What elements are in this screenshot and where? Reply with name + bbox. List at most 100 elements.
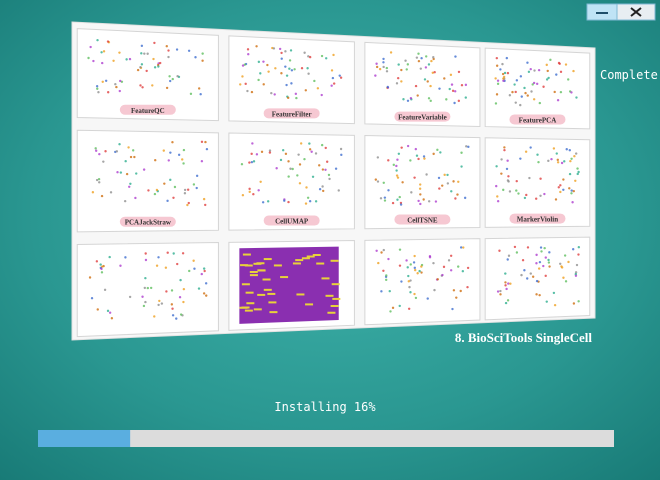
plot-dot: [200, 160, 204, 163]
heatmap-cell: [269, 311, 278, 314]
heatmap-cell: [239, 306, 248, 309]
panel-card: [484, 47, 591, 130]
plot-dot: [87, 56, 90, 60]
plot-dot: [280, 51, 283, 55]
plot-dot: [417, 59, 421, 63]
plot-dot: [423, 78, 427, 81]
plot-dot: [507, 175, 510, 178]
plot-dot: [294, 92, 298, 96]
plot-dot: [577, 246, 581, 249]
plot-dot: [318, 188, 322, 191]
plot-dot: [436, 148, 439, 152]
plot-dot: [524, 91, 527, 95]
panel-label-pill: [394, 214, 451, 225]
heatmap-cell: [244, 309, 253, 312]
plot-dot: [108, 255, 111, 259]
heatmap-cell: [245, 291, 254, 294]
plot-dot: [297, 153, 300, 156]
plot-dot: [571, 248, 575, 251]
plot-dot: [177, 153, 181, 157]
plot-dot: [529, 146, 532, 149]
plot-dot: [192, 259, 195, 262]
heatmap-cell: [327, 311, 336, 314]
heatmap-cell: [330, 259, 339, 262]
plot-dot: [457, 265, 460, 268]
plot-dot: [171, 77, 174, 81]
plot-dot: [460, 165, 463, 168]
plot-dot: [114, 82, 117, 86]
plot-dot: [517, 192, 520, 195]
plot-dot: [308, 55, 312, 59]
plot-dot: [140, 44, 144, 48]
plot-dot: [446, 173, 449, 177]
plot-dot: [575, 263, 579, 267]
plot-dot: [143, 52, 146, 55]
plot-dot: [505, 56, 509, 60]
plot-dot: [261, 201, 265, 204]
plot-dot: [543, 192, 546, 196]
plot-dot: [456, 193, 459, 196]
plot-dot: [334, 167, 338, 170]
plot-dot: [459, 289, 462, 293]
plot-thumbnail: [375, 246, 470, 313]
plot-dot: [306, 67, 309, 70]
plot-dot: [299, 142, 303, 145]
heatmap-cell: [241, 283, 250, 286]
panel-label-pill: [119, 104, 176, 115]
plot-dot: [115, 85, 118, 89]
plot-dot: [415, 56, 419, 59]
plot-dot: [96, 38, 99, 42]
plot-dot: [119, 171, 123, 174]
panel-card: [484, 137, 591, 228]
plot-dot: [99, 263, 102, 266]
panel-label-pill: [263, 108, 320, 119]
plot-dot: [395, 174, 399, 177]
plot-dot: [526, 94, 529, 97]
plot-dot: [410, 191, 413, 194]
plot-dot: [330, 84, 333, 87]
plot-dot: [519, 157, 522, 160]
plot-dot: [90, 297, 94, 300]
plot-dot: [204, 140, 207, 144]
heatmap-cell: [268, 301, 277, 304]
plot-dot: [139, 84, 142, 87]
plot-dot: [300, 67, 304, 70]
plot-dot: [570, 157, 573, 161]
plot-dot: [332, 53, 335, 57]
plot-dot: [509, 282, 512, 285]
plot-dot: [501, 72, 505, 76]
plot-dot: [537, 160, 540, 164]
plot-dot: [268, 151, 272, 154]
close-icon: [630, 7, 642, 17]
plot-dot: [416, 272, 419, 275]
plot-dot: [545, 300, 548, 303]
plot-dot: [452, 180, 455, 183]
plot-dot: [560, 161, 564, 165]
plot-dot: [287, 200, 290, 204]
plot-dot: [427, 200, 431, 203]
plot-dot: [382, 181, 385, 184]
plot-dot: [416, 94, 419, 97]
plot-dot: [197, 87, 201, 90]
plot-dot: [97, 91, 100, 94]
plot-dot: [395, 82, 399, 85]
plot-dot: [250, 160, 254, 164]
plot-dot: [201, 59, 204, 62]
plot-dot: [555, 152, 558, 155]
plot-dot: [401, 181, 404, 184]
heatmap-cell: [257, 269, 266, 272]
plot-dot: [145, 69, 148, 73]
plot-dot: [377, 261, 380, 265]
plot-dot: [128, 295, 132, 299]
heatmap-cell: [292, 262, 301, 265]
plot-dot: [544, 256, 547, 259]
plot-dot: [241, 64, 245, 67]
plot-dot: [181, 158, 184, 161]
plot-dot: [153, 315, 156, 318]
plot-dot: [418, 269, 421, 273]
plot-dot: [574, 271, 578, 274]
plot-dot: [284, 65, 287, 68]
plot-dot: [419, 183, 422, 186]
plot-dot: [505, 287, 508, 291]
plot-dot: [285, 74, 289, 77]
